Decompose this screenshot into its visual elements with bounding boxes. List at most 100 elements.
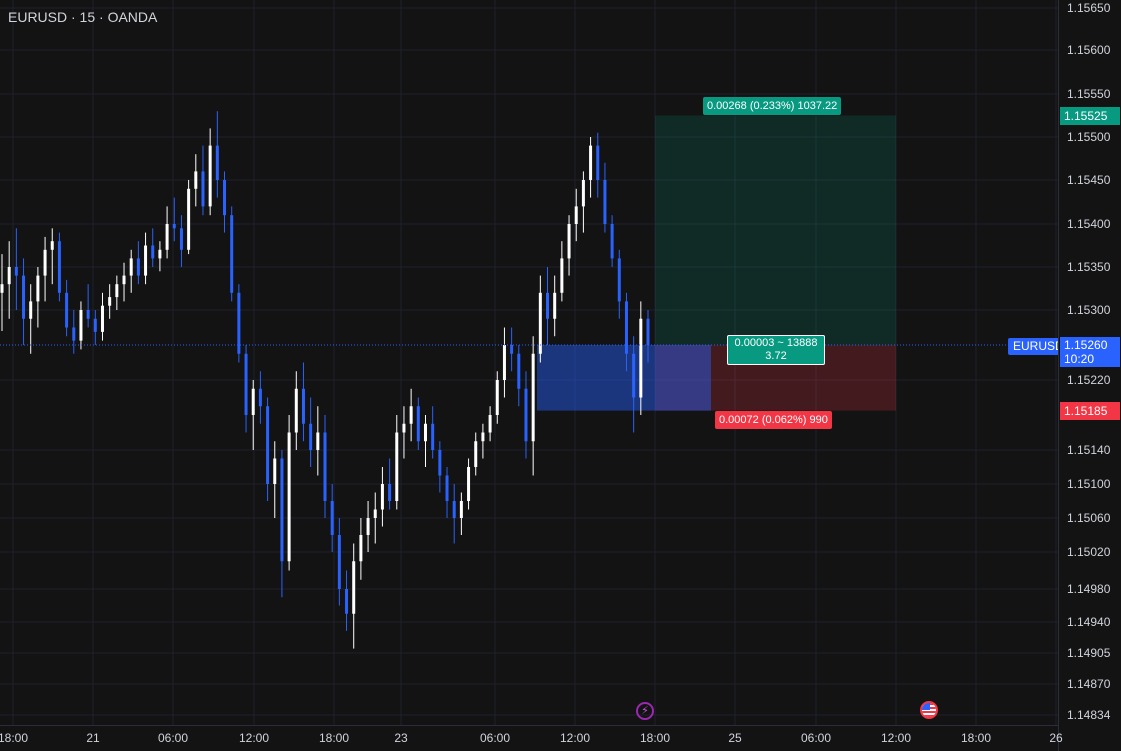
candle-body bbox=[366, 518, 370, 535]
candle-body bbox=[165, 224, 169, 250]
candle-body bbox=[22, 275, 26, 319]
candle-body bbox=[380, 484, 384, 510]
candle-body bbox=[172, 224, 176, 229]
price-chart[interactable] bbox=[0, 0, 1058, 725]
candle-body bbox=[474, 441, 478, 467]
price-tick-label: 1.14940 bbox=[1067, 615, 1111, 629]
price-tick-label: 1.14905 bbox=[1067, 646, 1111, 660]
candle-body bbox=[481, 432, 485, 442]
candle-body bbox=[510, 345, 514, 354]
price-tick-label: 1.15300 bbox=[1067, 303, 1111, 317]
time-tick-label: 18:00 bbox=[639, 731, 671, 745]
candle-body bbox=[495, 380, 499, 415]
candle-body bbox=[179, 228, 183, 250]
risk-reward-line2: 3.72 bbox=[765, 350, 787, 362]
candle-body bbox=[423, 423, 427, 442]
risk-reward-line1: 0.00003 ~ 13888 bbox=[734, 337, 818, 349]
price-tick-label: 1.15060 bbox=[1067, 511, 1111, 525]
price-tick-label: 1.15020 bbox=[1067, 545, 1111, 559]
candle-body bbox=[416, 406, 420, 442]
candlestick-series bbox=[0, 111, 650, 649]
candle-body bbox=[29, 301, 33, 319]
candle-body bbox=[194, 171, 198, 189]
candle-body bbox=[0, 284, 4, 293]
candle-body bbox=[280, 458, 284, 562]
candle-body bbox=[273, 458, 277, 484]
time-tick-label: 06:00 bbox=[157, 731, 189, 745]
candle-body bbox=[596, 145, 600, 180]
time-tick-label: 12:00 bbox=[880, 731, 912, 745]
candle-body bbox=[431, 423, 435, 450]
candle-body bbox=[373, 509, 377, 518]
target-label: 0.00268 (0.233%) 1037.22 bbox=[703, 97, 842, 115]
candle-body bbox=[237, 292, 241, 354]
candle-body bbox=[50, 241, 54, 250]
time-tick-label: 25 bbox=[728, 731, 742, 745]
candle-body bbox=[65, 292, 69, 328]
candle-body bbox=[57, 241, 61, 293]
candle-body bbox=[617, 258, 621, 302]
candle-body bbox=[632, 353, 636, 398]
candle-body bbox=[136, 258, 140, 276]
time-tick-label: 21 bbox=[86, 731, 100, 745]
candle-body bbox=[337, 535, 341, 589]
price-tick-label: 1.15650 bbox=[1067, 1, 1111, 15]
candle-body bbox=[352, 561, 356, 614]
candle-body bbox=[531, 353, 535, 442]
candle-body bbox=[574, 206, 578, 224]
price-tick-label: 1.15100 bbox=[1067, 477, 1111, 491]
price-tick-label: 1.15600 bbox=[1067, 43, 1111, 57]
candle-body bbox=[567, 224, 571, 259]
bar-countdown: 10:20 bbox=[1064, 352, 1095, 366]
time-tick-label: 18:00 bbox=[960, 731, 992, 745]
candle-body bbox=[129, 258, 133, 276]
lightning-icon[interactable]: ⚡ bbox=[636, 702, 654, 720]
target-price-badge: 1.15525 bbox=[1060, 106, 1120, 125]
candle-body bbox=[560, 258, 564, 293]
grid-layer bbox=[0, 0, 1058, 725]
candle-body bbox=[316, 432, 320, 450]
candle-body bbox=[244, 353, 248, 415]
candle-body bbox=[208, 145, 212, 207]
candle-body bbox=[151, 245, 155, 259]
candle-body bbox=[517, 353, 521, 389]
flag-canton bbox=[922, 703, 930, 710]
candle-body bbox=[36, 275, 40, 302]
candle-body bbox=[639, 318, 643, 398]
price-axis[interactable]: 1.15650 1.15600 1.15550 1.15500 1.15450 1.154… bbox=[1058, 0, 1121, 751]
time-axis[interactable]: 18:00 21 06:00 12:00 18:00 23 06:00 12:00 18:00 2… bbox=[0, 725, 1063, 751]
candle-body bbox=[223, 180, 227, 216]
candle-body bbox=[624, 301, 628, 354]
price-tick-label: 1.14870 bbox=[1067, 677, 1111, 691]
candle-body bbox=[546, 292, 550, 319]
candle-body bbox=[581, 180, 585, 207]
time-tick-label: 26 bbox=[1049, 731, 1063, 745]
candle-body bbox=[86, 310, 90, 319]
candle-body bbox=[589, 145, 593, 180]
price-tick-label: 1.15500 bbox=[1067, 130, 1111, 144]
candle-body bbox=[108, 297, 112, 306]
candle-body bbox=[409, 406, 413, 424]
candle-body bbox=[452, 501, 456, 518]
last-price-value: 1.15260 bbox=[1064, 338, 1108, 352]
candle-body bbox=[251, 388, 255, 415]
price-tick-label: 1.15450 bbox=[1067, 173, 1111, 187]
price-tick-label: 1.15350 bbox=[1067, 260, 1111, 274]
candle-body bbox=[187, 188, 191, 250]
candle-body bbox=[323, 432, 327, 501]
candle-body bbox=[79, 310, 83, 341]
candle-body bbox=[467, 467, 471, 501]
time-tick-label: 12:00 bbox=[559, 731, 591, 745]
candle-body bbox=[144, 245, 148, 276]
entry-zone bbox=[537, 345, 711, 411]
last-price-badge: 1.15260 10:20 bbox=[1060, 337, 1120, 367]
symbol-title[interactable]: EURUSD · 15 · OANDA bbox=[8, 9, 158, 25]
price-tick-label: 1.14980 bbox=[1067, 582, 1111, 596]
us-flag-icon[interactable] bbox=[920, 701, 938, 719]
time-tick-label: 12:00 bbox=[238, 731, 270, 745]
candle-body bbox=[294, 388, 298, 433]
price-tick-label: 1.14834 bbox=[1067, 708, 1111, 722]
target-zone bbox=[655, 115, 896, 345]
candle-body bbox=[538, 292, 542, 354]
chart-area[interactable]: EURUSD · 15 · OANDA 0.00268 (0.233%) 103… bbox=[0, 0, 1069, 725]
